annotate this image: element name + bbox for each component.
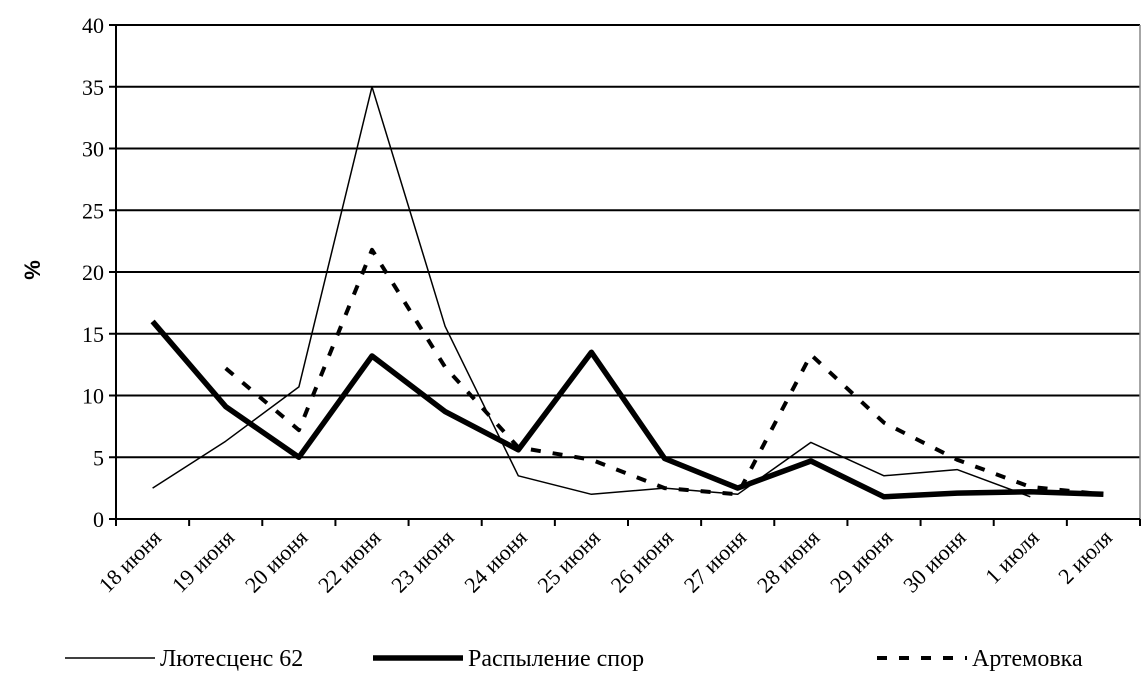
x-tick-label: 24 июня <box>459 525 532 598</box>
y-tick-label: 40 <box>82 13 104 38</box>
series-line-1 <box>152 86 1031 498</box>
x-tick-labels: 18 июня 19 июня 20 июня 22 июня 23 июня 24 ию… <box>94 525 1117 598</box>
y-axis-label: % <box>20 260 45 280</box>
legend-label-2: Распыление спор <box>468 646 644 672</box>
axes <box>109 24 1141 526</box>
x-tick-label: 28 июня <box>752 525 825 598</box>
y-tick-label: 35 <box>82 75 104 100</box>
y-tick-label: 5 <box>93 445 104 470</box>
x-tick-label: 19 июня <box>167 525 240 598</box>
legend-label-1: Лютесценс 62 <box>160 646 303 672</box>
x-tick-label: 25 июня <box>532 525 605 598</box>
x-tick-label: 20 июня <box>240 525 313 598</box>
y-tick-label: 15 <box>82 322 104 347</box>
series-line-3 <box>224 247 1104 497</box>
x-tick-label: 22 июня <box>313 525 386 598</box>
x-tick-label: 30 июня <box>898 525 971 598</box>
y-tick-labels: 0 5 10 15 20 25 30 35 40 <box>82 13 104 532</box>
y-tick-label: 30 <box>82 137 104 162</box>
legend: Лютесценс 62 Распыление спор Артемовка <box>65 646 1083 672</box>
x-tick-label: 2 июля <box>1053 525 1117 589</box>
y-tick-label: 10 <box>82 384 104 409</box>
gridlines <box>116 24 1140 459</box>
x-tick-label: 29 июня <box>825 525 898 598</box>
x-tick-label: 18 июня <box>94 525 167 598</box>
y-tick-label: 20 <box>82 260 104 285</box>
x-tick-label: 23 июня <box>386 525 459 598</box>
y-tick-label: 25 <box>82 198 104 223</box>
series-line-2 <box>150 319 1104 500</box>
series-lines <box>150 86 1104 500</box>
y-tick-label: 0 <box>93 507 104 532</box>
x-tick-label: 1 июля <box>980 525 1044 589</box>
x-tick-label: 26 июня <box>606 525 679 598</box>
x-tick-label: 27 июня <box>679 525 752 598</box>
legend-label-3: Артемовка <box>972 646 1083 672</box>
